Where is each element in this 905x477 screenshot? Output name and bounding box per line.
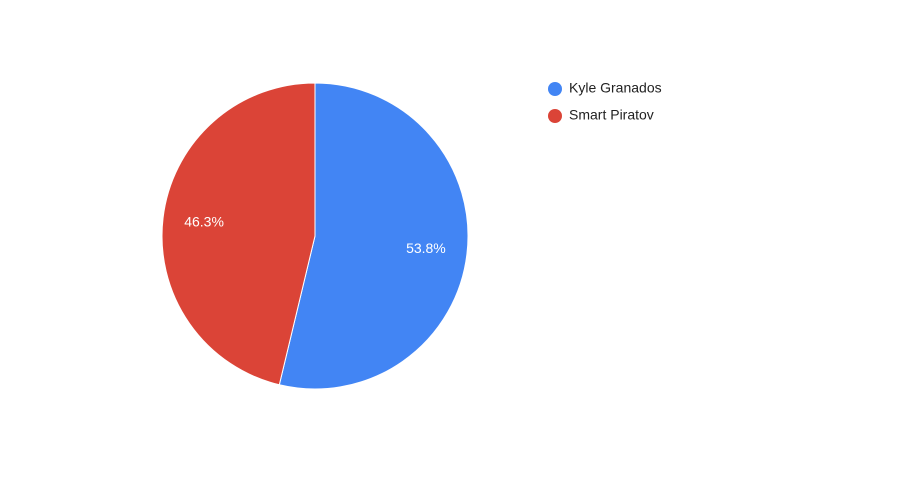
slice-label: 46.3% [184,214,224,230]
legend-label: Smart Piratov [569,107,654,123]
pie-slice [161,82,316,386]
legend-marker [548,109,562,123]
legend-label: Kyle Granados [569,80,662,96]
slice-label: 53.8% [406,240,446,256]
pie-slice [278,82,469,390]
legend-marker [548,82,562,96]
